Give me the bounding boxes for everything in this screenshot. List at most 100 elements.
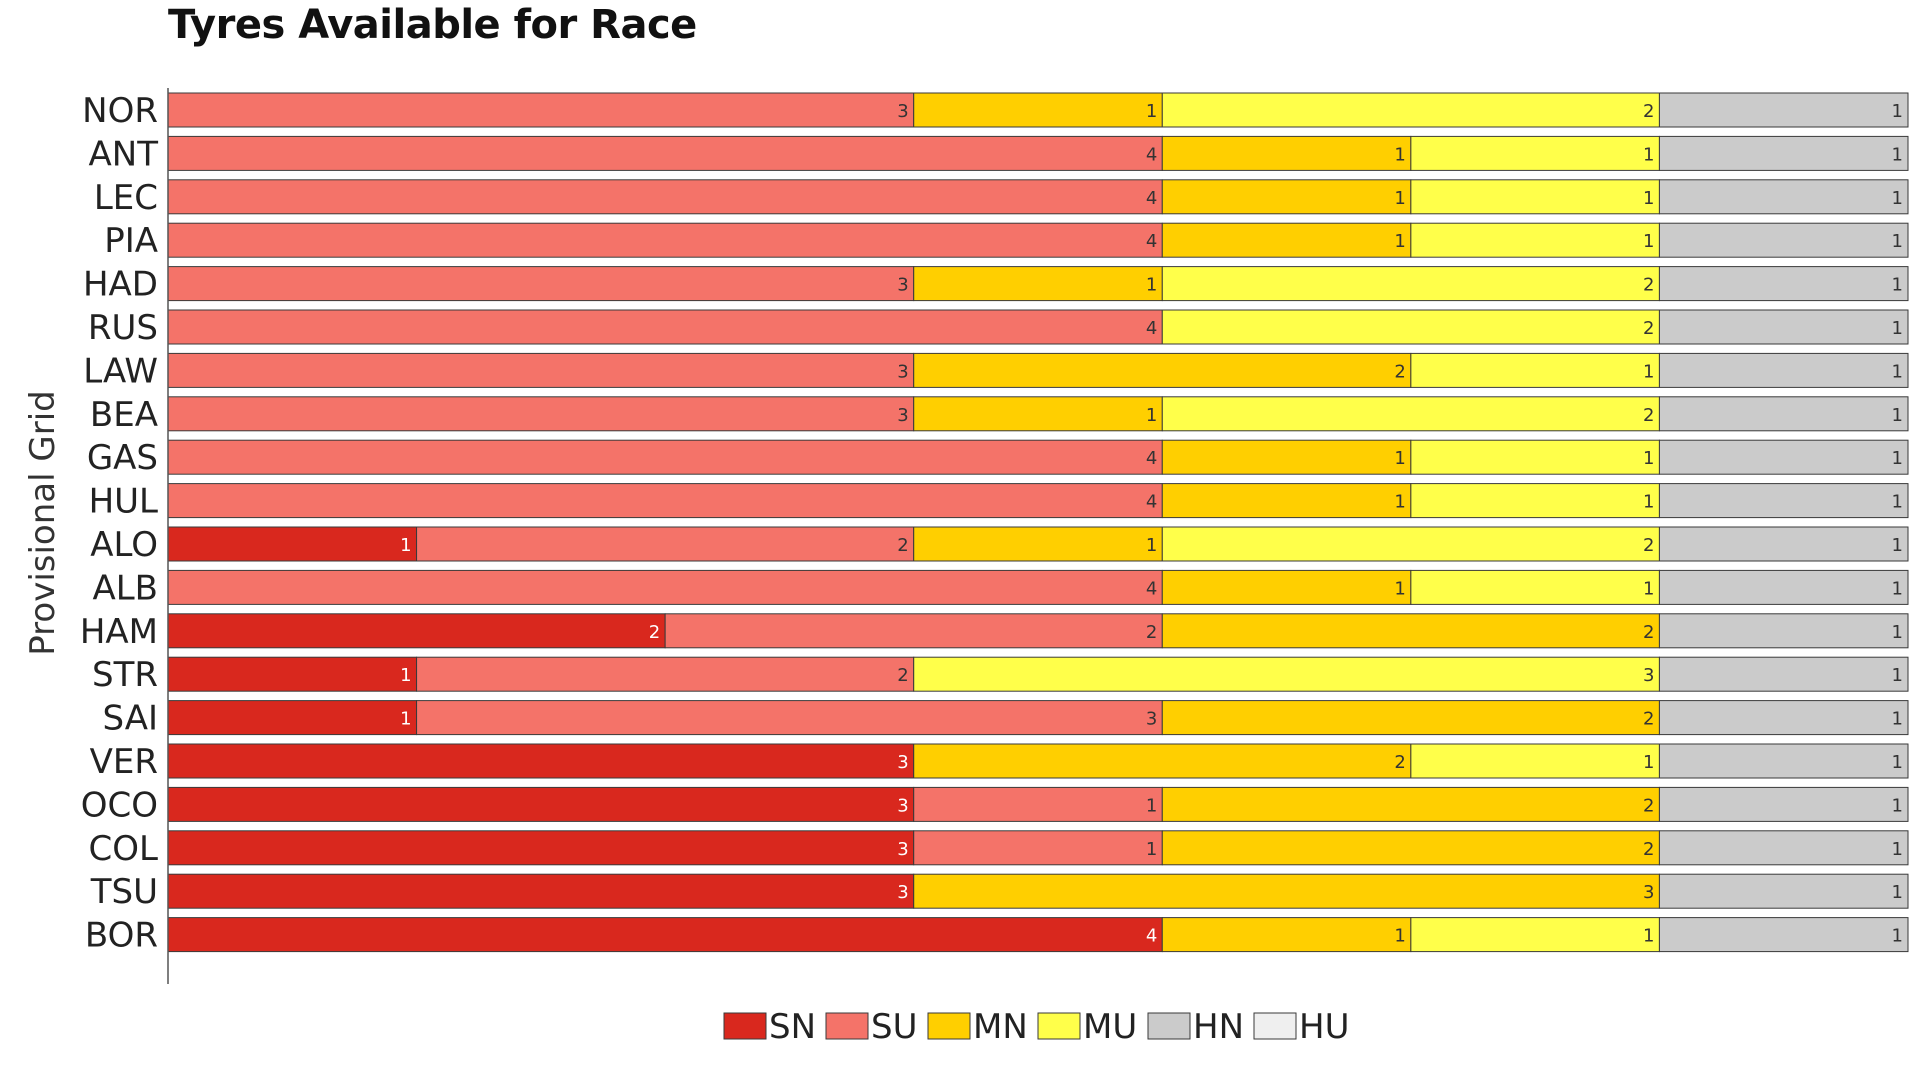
data-label: 1 xyxy=(1643,578,1654,599)
data-label: 1 xyxy=(1892,101,1903,122)
bar-segment-hn xyxy=(1658,700,1909,736)
data-label: 1 xyxy=(1892,318,1903,339)
data-label: 1 xyxy=(1892,882,1903,903)
bar-segment-sn xyxy=(167,613,666,649)
y-tick-label: ANT xyxy=(89,134,159,174)
bar-segment-mn xyxy=(1161,135,1412,171)
bar-segment-su xyxy=(913,786,1163,822)
data-label: 1 xyxy=(1892,144,1903,165)
bar-segment-sn xyxy=(167,656,418,692)
y-tick-label: BOR xyxy=(85,916,158,956)
data-label: 2 xyxy=(1643,795,1654,816)
data-label: 1 xyxy=(1643,752,1654,773)
bar-segment-hn xyxy=(1658,786,1909,822)
data-label: 3 xyxy=(897,795,908,816)
y-tick-label: BEA xyxy=(90,395,158,435)
data-label: 3 xyxy=(897,101,908,122)
y-tick-label: HAM xyxy=(80,612,158,652)
data-label: 1 xyxy=(1892,448,1903,469)
bar-segment-hn xyxy=(1658,309,1909,345)
y-tick-label: STR xyxy=(92,655,158,695)
bar-segment-su xyxy=(167,266,915,302)
data-label: 1 xyxy=(1892,188,1903,209)
bar-segment-su xyxy=(913,830,1163,866)
data-label: 4 xyxy=(1146,492,1157,513)
bar-segment-mu xyxy=(1161,266,1660,302)
data-label: 2 xyxy=(1394,361,1405,382)
bar-segment-hn xyxy=(1658,569,1909,605)
y-tick-label: HAD xyxy=(83,265,158,305)
data-label: 1 xyxy=(1146,795,1157,816)
bar-segment-mn xyxy=(913,873,1660,909)
bar-segment-mu xyxy=(1410,439,1660,475)
bar-segment-hn xyxy=(1658,656,1909,692)
data-label: 3 xyxy=(897,839,908,860)
y-tick-label: VER xyxy=(90,742,158,782)
bar-segment-mu xyxy=(1410,917,1660,953)
data-label: 2 xyxy=(1643,405,1654,426)
data-label: 1 xyxy=(400,709,411,730)
y-tick-label: TSU xyxy=(90,872,158,912)
data-label: 4 xyxy=(1146,578,1157,599)
data-label: 2 xyxy=(1643,101,1654,122)
bar-segment-mn xyxy=(1161,917,1412,953)
data-label: 1 xyxy=(400,535,411,556)
bar-segment-hn xyxy=(1658,396,1909,432)
bar-segment-hn xyxy=(1658,135,1909,171)
data-label: 1 xyxy=(1394,492,1405,513)
bar-segment-mu xyxy=(1410,352,1660,388)
y-tick-label: LAW xyxy=(83,351,158,391)
data-label: 1 xyxy=(1892,535,1903,556)
bar-segment-mu xyxy=(1410,179,1660,215)
data-label: 1 xyxy=(1892,839,1903,860)
y-tick-label: ALB xyxy=(92,568,158,608)
bar-segment-su xyxy=(167,396,915,432)
legend-label-sn: SN xyxy=(769,1007,816,1047)
legend-label-mn: MN xyxy=(973,1007,1028,1047)
chart-title: Tyres Available for Race xyxy=(168,2,697,48)
data-label: 1 xyxy=(1892,709,1903,730)
bar-segment-mu xyxy=(1161,92,1660,128)
data-label: 1 xyxy=(1892,752,1903,773)
bar-segment-su xyxy=(167,222,1163,258)
data-label: 1 xyxy=(1394,926,1405,947)
data-label: 1 xyxy=(1146,405,1157,426)
bar-segment-mu xyxy=(1410,743,1660,779)
legend-label-su: SU xyxy=(871,1007,917,1047)
data-label: 1 xyxy=(1892,492,1903,513)
bar-segment-mu xyxy=(1161,309,1660,345)
data-label: 2 xyxy=(1643,318,1654,339)
bar-segment-mn xyxy=(1161,569,1412,605)
bar-segment-sn xyxy=(167,917,1163,953)
data-label: 4 xyxy=(1146,231,1157,252)
bar-segment-mn xyxy=(1161,830,1660,866)
bar-segment-mu xyxy=(1410,569,1660,605)
bar-segment-sn xyxy=(167,873,915,909)
data-label: 1 xyxy=(1892,231,1903,252)
bar-segment-mn xyxy=(913,396,1163,432)
data-label: 1 xyxy=(1892,578,1903,599)
data-label: 1 xyxy=(1892,665,1903,686)
y-tick-label: SAI xyxy=(103,699,159,739)
bar-segment-mu xyxy=(1161,396,1660,432)
legend: SN SU MN MU HN HU xyxy=(723,1007,1349,1047)
bar-segment-hn xyxy=(1658,179,1909,215)
y-tick-label: LEC xyxy=(94,178,158,218)
data-label: 2 xyxy=(1146,622,1157,643)
data-label: 2 xyxy=(897,535,908,556)
bar-segment-hn xyxy=(1658,222,1909,258)
data-label: 1 xyxy=(1394,144,1405,165)
legend-swatch-mn xyxy=(927,1012,971,1040)
bar-segment-mn xyxy=(1161,222,1412,258)
bar-segment-mu xyxy=(1410,135,1660,171)
legend-label-hn: HN xyxy=(1193,1007,1244,1047)
data-label: 2 xyxy=(1643,275,1654,296)
bar-segment-mn xyxy=(1161,439,1412,475)
bar-segment-hn xyxy=(1658,526,1909,562)
bar-segment-mn xyxy=(913,92,1163,128)
data-label: 1 xyxy=(1643,361,1654,382)
bar-segment-mn xyxy=(1161,483,1412,519)
bar-segment-sn xyxy=(167,526,418,562)
data-label: 1 xyxy=(1643,448,1654,469)
